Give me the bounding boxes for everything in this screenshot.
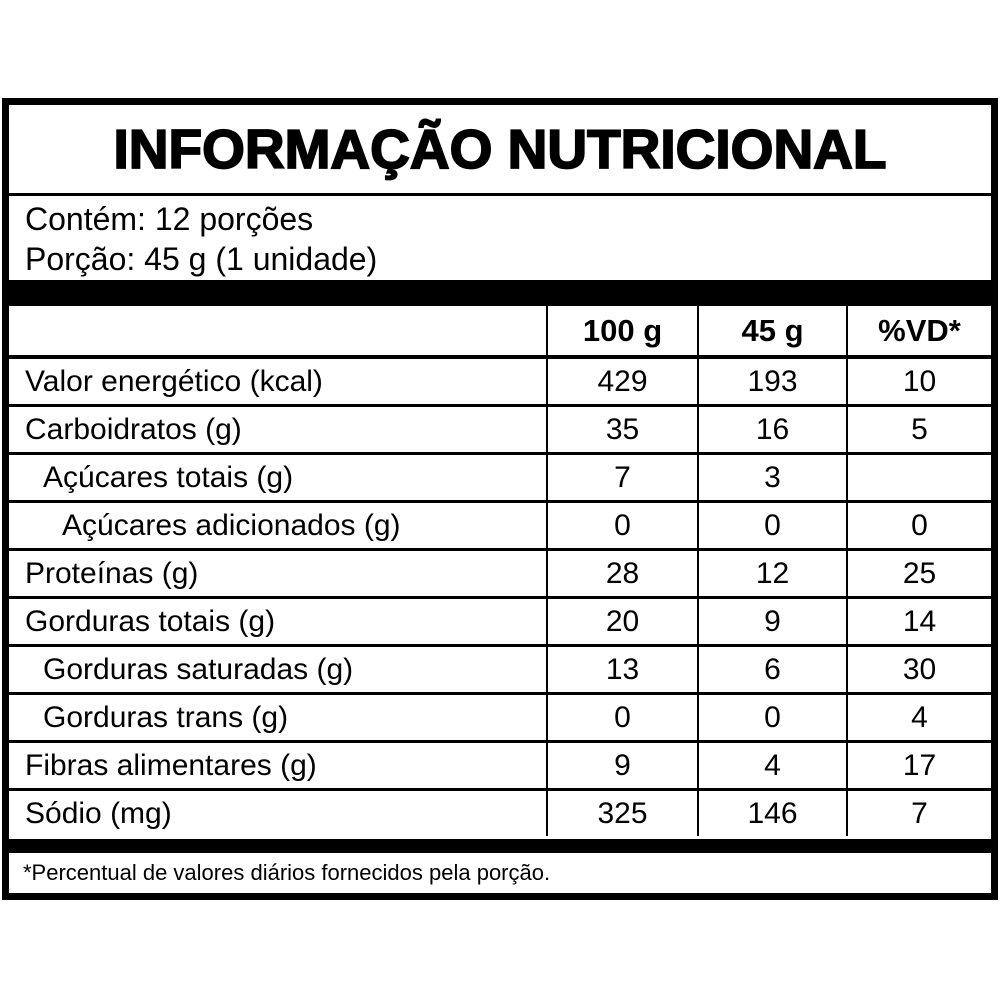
- row-value-45g: 0: [697, 503, 846, 548]
- row-value-100g: 0: [546, 503, 697, 548]
- row-value-vd: 25: [846, 551, 991, 596]
- row-value-vd: 4: [846, 695, 991, 740]
- row-name: Sódio (mg): [25, 796, 172, 830]
- row-value-45g: 6: [697, 647, 846, 692]
- row-value-100g: 0: [546, 695, 697, 740]
- title-divider: [9, 193, 991, 196]
- row-name: Fibras alimentares (g): [25, 748, 317, 782]
- table-row: Sódio (mg) 325 146 7: [9, 788, 991, 836]
- title-area: INFORMAÇÃO NUTRICIONAL: [9, 105, 991, 193]
- serving-count: Contém: 12 porções: [25, 201, 314, 237]
- row-value-vd: 17: [846, 743, 991, 788]
- table-row: Proteínas (g) 28 12 25: [9, 548, 991, 596]
- footnote-area: *Percentual de valores diários fornecido…: [9, 853, 991, 893]
- row-value-vd: 7: [846, 791, 991, 836]
- row-value-100g: 429: [546, 359, 697, 404]
- header-col-45g: 45 g: [697, 306, 846, 355]
- row-value-100g: 28: [546, 551, 697, 596]
- divider-bar-bottom: [9, 839, 991, 853]
- table-row: Valor energético (kcal) 429 193 10: [9, 355, 991, 404]
- table-body: Valor energético (kcal) 429 193 10 Carbo…: [9, 355, 991, 836]
- row-value-vd: [846, 455, 991, 500]
- header-col-100g: 100 g: [546, 306, 697, 355]
- header-name-cell: [9, 306, 546, 355]
- table-row: Fibras alimentares (g) 9 4 17: [9, 740, 991, 788]
- row-value-100g: 7: [546, 455, 697, 500]
- page-title: INFORMAÇÃO NUTRICIONAL: [113, 117, 888, 181]
- row-name: Gorduras saturadas (g): [43, 652, 354, 686]
- row-value-45g: 146: [697, 791, 846, 836]
- table-row: Açúcares totais (g) 7 3: [9, 452, 991, 500]
- row-value-100g: 20: [546, 599, 697, 644]
- table-row: Gorduras saturadas (g) 13 6 30: [9, 644, 991, 692]
- row-value-45g: 3: [697, 455, 846, 500]
- row-name: Valor energético (kcal): [25, 364, 323, 398]
- divider-bar-top: [9, 280, 991, 306]
- table-row: Gorduras trans (g) 0 0 4: [9, 692, 991, 740]
- row-value-100g: 13: [546, 647, 697, 692]
- row-value-45g: 16: [697, 407, 846, 452]
- row-value-45g: 9: [697, 599, 846, 644]
- row-value-vd: 10: [846, 359, 991, 404]
- row-name: Gorduras trans (g): [43, 700, 289, 734]
- row-value-vd: 14: [846, 599, 991, 644]
- row-name: Proteínas (g): [25, 556, 199, 590]
- row-value-100g: 35: [546, 407, 697, 452]
- table-row: Gorduras totais (g) 20 9 14: [9, 596, 991, 644]
- serving-info: Contém: 12 porções Porção: 45 g (1 unida…: [9, 196, 991, 280]
- table-row: Carboidratos (g) 35 16 5: [9, 404, 991, 452]
- row-value-vd: 5: [846, 407, 991, 452]
- nutrition-table: 100 g 45 g %VD* Valor energético (kcal) …: [9, 306, 991, 839]
- row-value-45g: 0: [697, 695, 846, 740]
- footnote-text: *Percentual de valores diários fornecido…: [23, 860, 551, 885]
- row-name: Açúcares adicionados (g): [62, 508, 401, 542]
- row-value-45g: 193: [697, 359, 846, 404]
- row-value-vd: 0: [846, 503, 991, 548]
- table-header-row: 100 g 45 g %VD*: [9, 306, 991, 355]
- nutrition-label: INFORMAÇÃO NUTRICIONAL Contém: 12 porçõe…: [2, 98, 998, 900]
- row-value-100g: 325: [546, 791, 697, 836]
- row-value-45g: 12: [697, 551, 846, 596]
- row-value-vd: 30: [846, 647, 991, 692]
- row-name: Gorduras totais (g): [25, 604, 276, 638]
- row-name: Carboidratos (g): [25, 412, 242, 446]
- table-row: Açúcares adicionados (g) 0 0 0: [9, 500, 991, 548]
- row-name: Açúcares totais (g): [43, 460, 294, 494]
- header-col-vd: %VD*: [846, 306, 991, 355]
- serving-size: Porção: 45 g (1 unidade): [25, 241, 378, 277]
- row-value-100g: 9: [546, 743, 697, 788]
- row-value-45g: 4: [697, 743, 846, 788]
